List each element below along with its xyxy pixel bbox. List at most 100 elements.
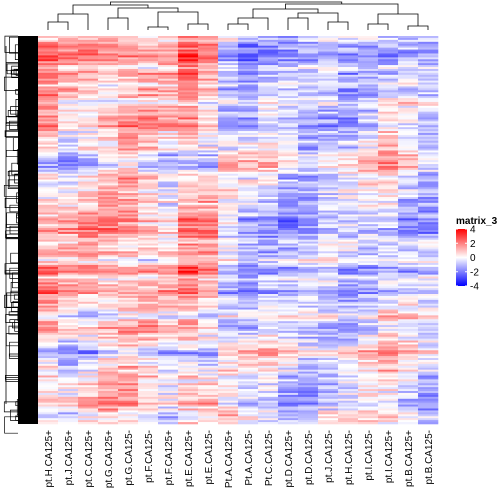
heatmap-cell <box>318 391 339 394</box>
heatmap-cell <box>258 228 279 231</box>
heatmap-cell <box>178 422 199 425</box>
heatmap-cell <box>78 41 99 45</box>
heatmap-cell <box>278 292 299 295</box>
dendrogram-branch <box>11 162 18 176</box>
heatmap-cell <box>98 387 119 390</box>
heatmap-cell <box>318 45 339 48</box>
heatmap-cell <box>278 359 299 363</box>
heatmap-cell <box>258 282 279 285</box>
heatmap-cell <box>338 36 359 39</box>
heatmap-cell <box>398 65 419 68</box>
heatmap-cell <box>78 181 99 184</box>
heatmap-cell <box>198 237 219 240</box>
heatmap-cell <box>298 422 319 425</box>
heatmap-cell <box>58 381 79 384</box>
heatmap-cell <box>318 36 339 39</box>
heatmap-cell <box>198 336 219 339</box>
heatmap-cell <box>378 230 399 233</box>
heatmap-cell <box>138 235 159 239</box>
heatmap-cell <box>98 377 119 380</box>
heatmap-cell <box>418 107 439 111</box>
dendrogram-branch <box>12 322 18 329</box>
heatmap-cell <box>358 158 379 161</box>
heatmap-cell <box>378 37 399 41</box>
heatmap-cell <box>338 65 359 68</box>
heatmap-cell <box>178 359 199 363</box>
heatmap-cell <box>218 381 239 384</box>
heatmap-cell <box>78 123 99 126</box>
heatmap-cell <box>198 177 219 180</box>
heatmap-cell <box>158 231 179 235</box>
heatmap-cell <box>98 183 119 186</box>
heatmap-cell <box>58 210 79 213</box>
heatmap-cell <box>58 233 79 237</box>
dendrogram-branch <box>14 44 18 60</box>
heatmap-cell <box>198 350 219 353</box>
heatmap-cell <box>238 251 259 254</box>
heatmap-cell <box>98 290 119 293</box>
heatmap-cell <box>118 301 139 305</box>
heatmap-cell <box>298 365 319 369</box>
heatmap-cell <box>218 86 239 89</box>
heatmap-cell <box>418 243 439 246</box>
heatmap-cell <box>58 125 79 128</box>
heatmap-cell <box>258 262 279 266</box>
heatmap-cell <box>178 131 199 134</box>
heatmap-cell <box>98 171 119 175</box>
heatmap-cell <box>358 247 379 250</box>
heatmap-cell <box>198 231 219 235</box>
heatmap-cell <box>298 389 319 392</box>
heatmap-cell <box>38 90 59 93</box>
heatmap-cell <box>278 392 299 396</box>
heatmap-cell <box>218 406 239 409</box>
heatmap-cell <box>158 245 179 248</box>
heatmap-cell <box>218 262 239 266</box>
heatmap-cell <box>198 109 219 112</box>
heatmap-cell <box>378 292 399 295</box>
heatmap-cell <box>358 294 379 297</box>
heatmap-cell <box>78 82 99 85</box>
heatmap-cell <box>98 142 119 145</box>
heatmap-cell <box>318 68 339 72</box>
heatmap-cell <box>358 420 379 423</box>
heatmap-cell <box>418 146 439 149</box>
heatmap-cell <box>58 350 79 353</box>
heatmap-cell <box>358 394 379 398</box>
heatmap-cell <box>58 379 79 382</box>
heatmap-cell <box>218 294 239 297</box>
heatmap-cell <box>238 189 259 192</box>
heatmap-cell <box>338 121 359 124</box>
heatmap-cell <box>358 65 379 68</box>
heatmap-cell <box>218 323 239 326</box>
heatmap-cell <box>378 65 399 68</box>
heatmap-cell <box>118 422 139 425</box>
heatmap-cell <box>158 158 179 161</box>
heatmap-cell <box>98 224 119 227</box>
heatmap-cell <box>138 200 159 204</box>
heatmap-cell <box>258 334 279 337</box>
heatmap-cell <box>98 210 119 213</box>
heatmap-cell <box>318 51 339 54</box>
heatmap-cell <box>378 381 399 384</box>
heatmap-cell <box>58 68 79 72</box>
heatmap-cell <box>178 286 199 289</box>
heatmap-cell <box>278 297 299 301</box>
heatmap-cell <box>178 88 199 91</box>
heatmap-cell <box>118 387 139 390</box>
heatmap-cell <box>118 237 139 240</box>
heatmap-cell <box>78 133 99 136</box>
heatmap-cell <box>318 47 339 50</box>
heatmap-cell <box>378 218 399 221</box>
heatmap-cell <box>218 321 239 324</box>
heatmap-cell <box>418 373 439 376</box>
heatmap-cell <box>98 191 119 194</box>
heatmap-cell <box>198 134 219 138</box>
heatmap-cell <box>158 200 179 204</box>
heatmap-cell <box>378 239 399 242</box>
heatmap-cell <box>258 317 279 320</box>
heatmap-cell <box>338 187 359 190</box>
heatmap-cell <box>398 282 419 285</box>
heatmap-cell <box>198 276 219 279</box>
heatmap-cell <box>378 129 399 132</box>
heatmap-cell <box>338 272 359 275</box>
